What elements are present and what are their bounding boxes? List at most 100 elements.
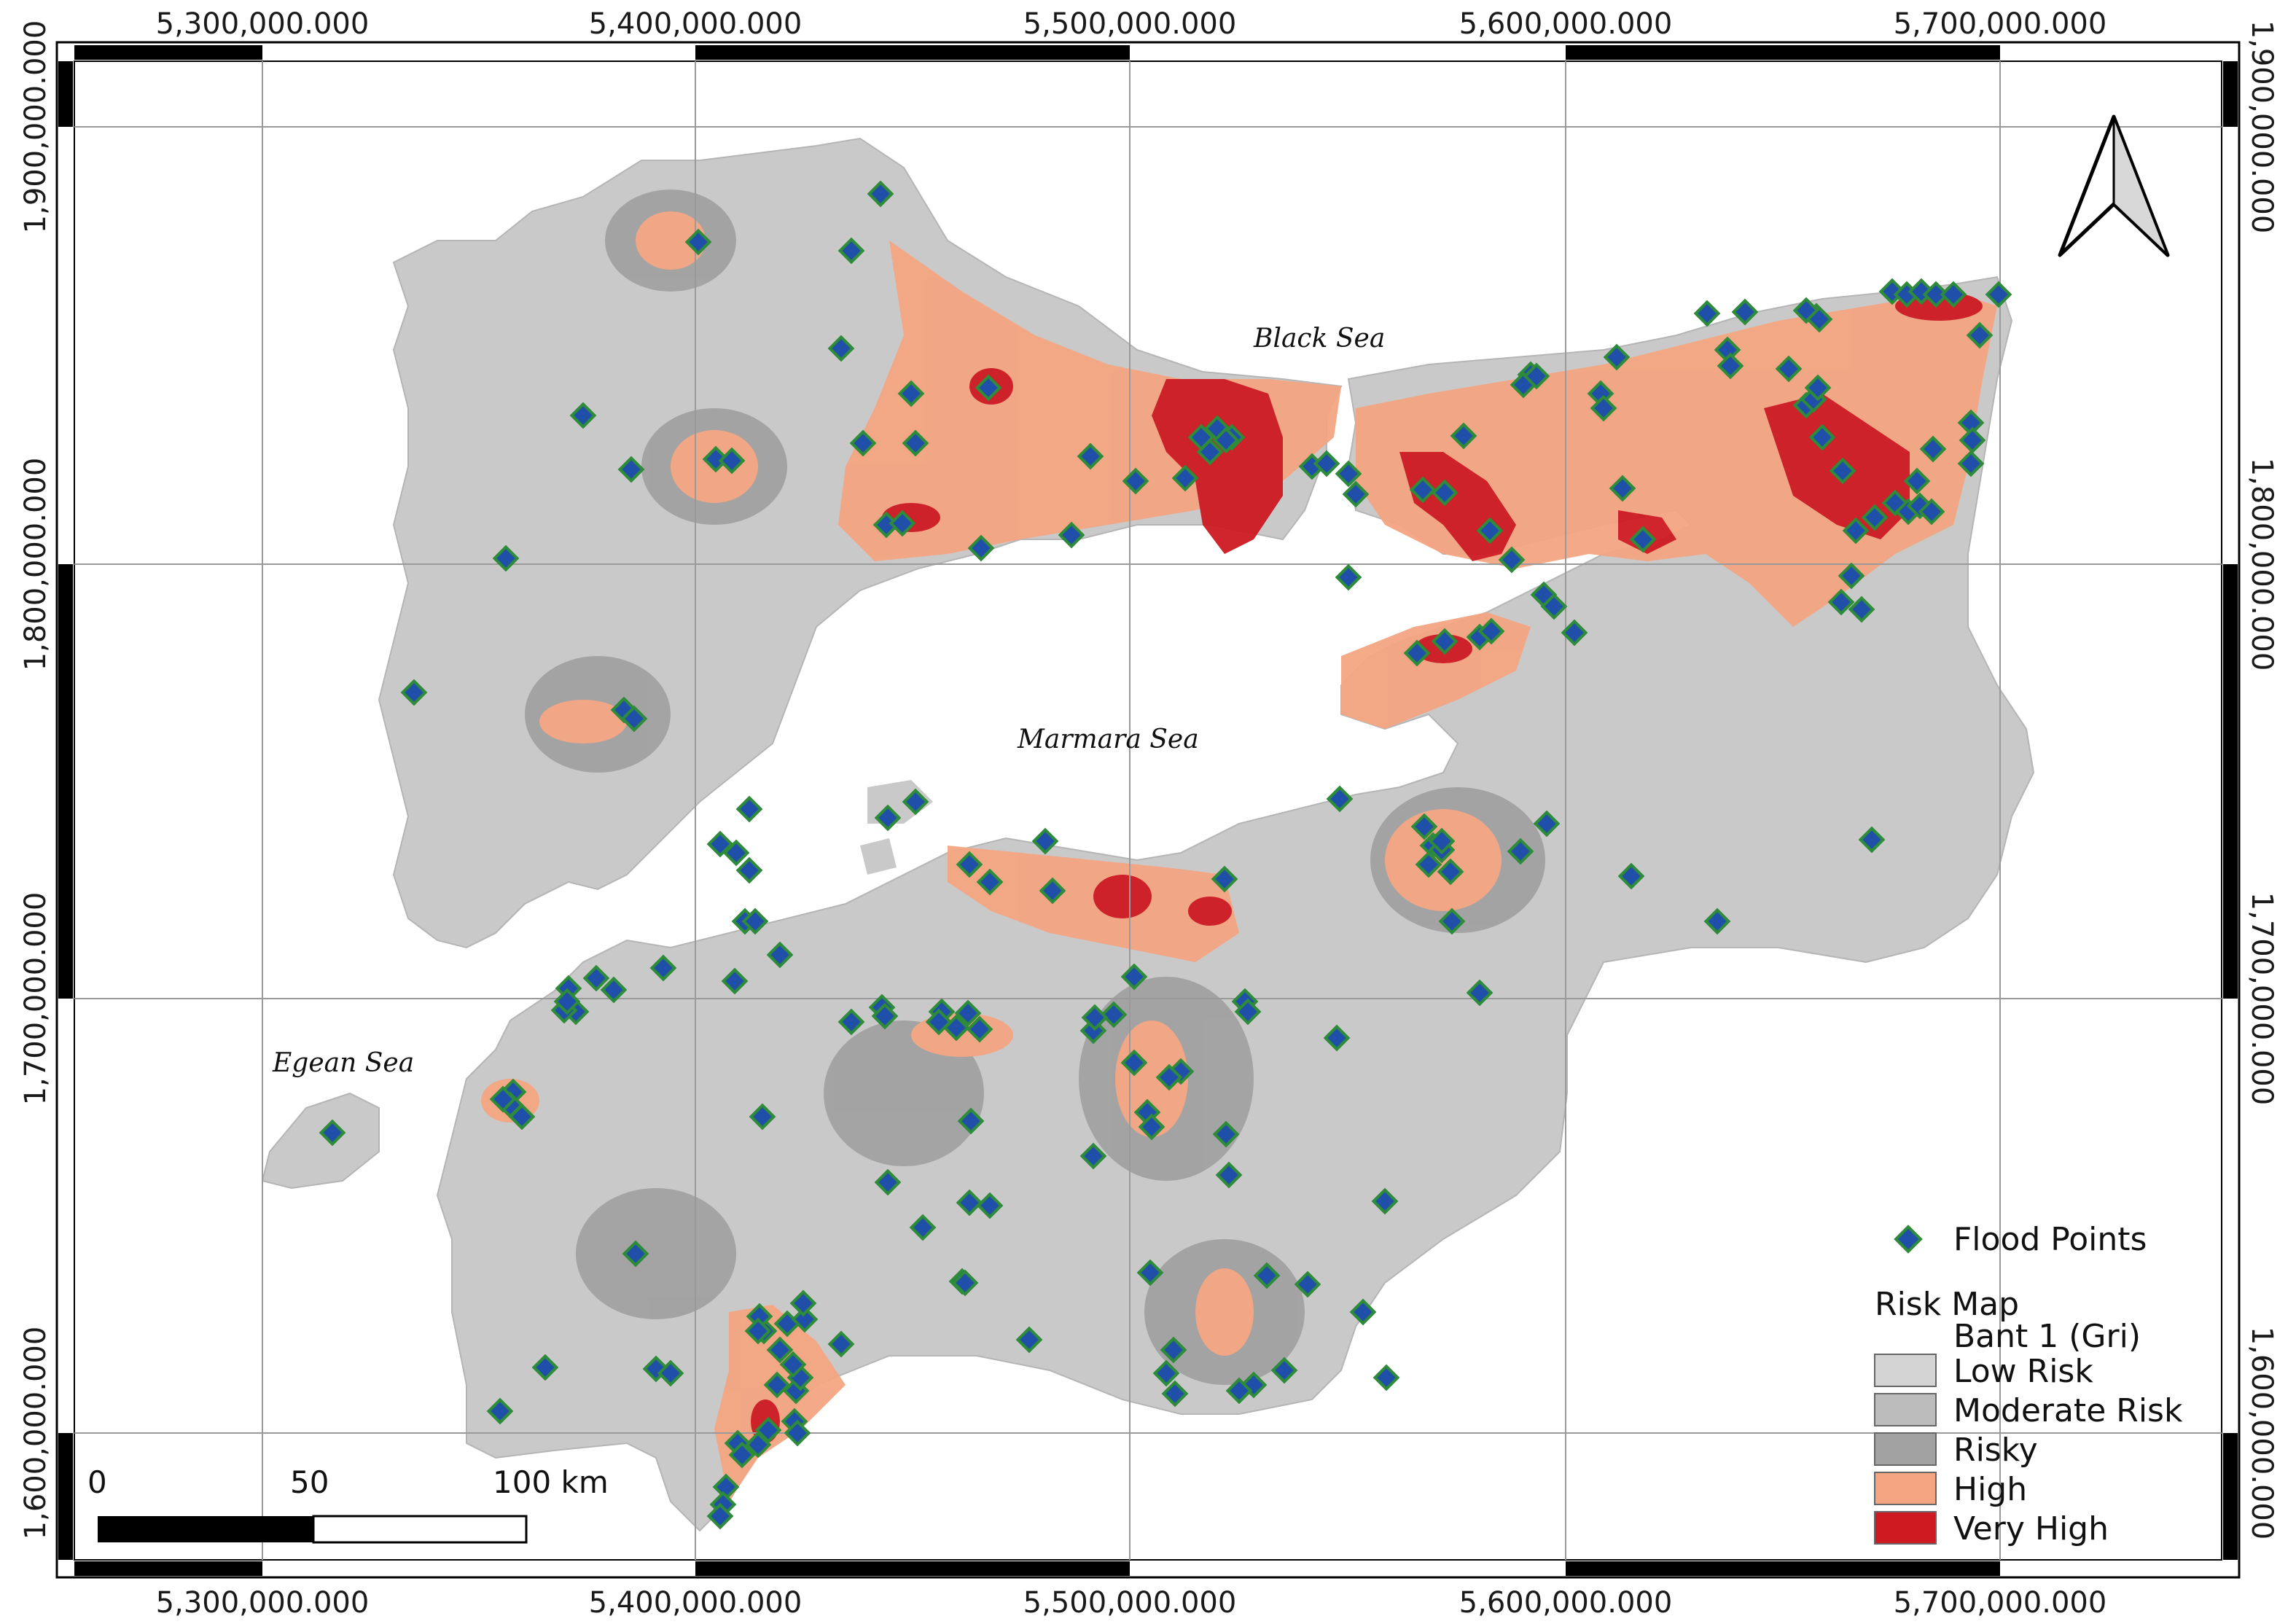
flood-point-marker (486, 1397, 514, 1425)
flood-point-marker (649, 954, 677, 982)
right-coordinate-labels: 1,900,000.000 1,800,000.000 1,700,000.00… (2245, 20, 2279, 1540)
flood-point-marker (1437, 858, 1464, 886)
very-high-zone (1188, 897, 1232, 926)
flood-point-marker (1959, 426, 1986, 454)
y-tick-label: 1,600,000.000 (2245, 1327, 2279, 1540)
land-marmara-island-2 (860, 838, 897, 875)
flood-point-marker (791, 1305, 819, 1333)
x-tick-label: 5,700,000.000 (1894, 1586, 2107, 1620)
flood-point-marker (1919, 435, 1947, 463)
flood-point-marker (749, 1103, 776, 1131)
flood-point-marker (874, 804, 902, 832)
flood-point-marker (1842, 517, 1870, 544)
flood-point-marker (1731, 298, 1759, 326)
flood-point-marker (1058, 521, 1085, 549)
flood-point-marker (1957, 409, 1985, 437)
flood-point-marker (789, 1289, 817, 1317)
marmara-sea-label: Marmara Sea (1017, 725, 1199, 754)
scale-label-50: 50 (290, 1464, 329, 1500)
flood-points-label: Flood Points (1953, 1221, 2147, 1258)
y-tick-label: 1,700,000.000 (19, 892, 52, 1106)
flood-point-marker (1349, 1298, 1377, 1326)
flood-point-marker (1438, 907, 1466, 935)
flood-point-marker (1100, 1001, 1128, 1028)
high-zone (636, 211, 706, 270)
flood-point-marker (1171, 464, 1199, 492)
flood-point-marker (622, 1240, 649, 1268)
map-inner-frame (74, 60, 2222, 1561)
flood-point-marker (1693, 300, 1721, 327)
flood-point-marker (976, 1192, 1004, 1219)
flood-point-marker (1415, 851, 1442, 878)
flood-point-marker (1079, 1142, 1107, 1170)
flood-point-marker (1507, 838, 1534, 865)
flood-point-marker (1323, 1024, 1351, 1052)
very-high-zone (1093, 875, 1152, 918)
flood-point-marker (1161, 1380, 1189, 1408)
flood-point-marker (889, 510, 916, 537)
flood-point-marker (967, 534, 995, 562)
flood-point-marker (766, 1336, 794, 1364)
left-coordinate-labels: 1,900,000.000 1,800,000.000 1,700,000.00… (19, 20, 52, 1540)
flood-point-marker (763, 1371, 791, 1399)
flood-point-marker (1077, 442, 1104, 470)
flood-point-marker (1211, 865, 1238, 893)
flood-point-marker (1957, 450, 1985, 477)
flood-point-marker (1428, 827, 1456, 855)
flood-point-marker (1966, 321, 1994, 349)
legend-swatch (1874, 1472, 1937, 1505)
legend: Flood Points Risk Map Bant 1 (Gri) Low R… (1874, 1221, 2183, 1547)
flood-point-marker (874, 1168, 902, 1196)
flood-point-marker (1326, 785, 1354, 813)
flood-point-marker (712, 1473, 740, 1501)
legend-class-label: Moderate Risk (1953, 1392, 2183, 1429)
high-zone (948, 846, 1239, 962)
legend-swatch (1874, 1393, 1937, 1426)
bottom-coordinate-labels: 5,300,000.000 5,400,000.000 5,500,000.00… (156, 1586, 2107, 1620)
flood-point-marker (569, 402, 597, 429)
flood-point-marker (620, 705, 648, 733)
flood-points-layer (319, 180, 2012, 1530)
flood-point-marker (1940, 281, 1967, 308)
high-zone (1356, 292, 1997, 627)
flood-point-marker (319, 1119, 346, 1147)
flood-point-marker (766, 941, 794, 969)
y-tick-label: 1,600,000.000 (19, 1327, 52, 1540)
flood-point-marker (897, 380, 925, 407)
flood-point-marker (849, 429, 877, 457)
flood-point-marker (1335, 460, 1362, 488)
flood-point-marker (1804, 374, 1832, 402)
x-tick-label: 5,500,000.000 (1023, 1586, 1237, 1620)
legend-class-label: Very High (1953, 1510, 2109, 1547)
flood-point-marker (1410, 813, 1438, 840)
very-high-zone (1152, 379, 1283, 554)
flood-point-marker (617, 456, 645, 483)
y-tick-label: 1,800,000.000 (2245, 458, 2279, 671)
flood-point-marker (784, 1419, 811, 1447)
flood-point-marker (1903, 467, 1931, 495)
risk-map-title: Risk Map (1875, 1286, 2019, 1323)
legend-swatch (1874, 1511, 1937, 1545)
flood-point-marker (1215, 1161, 1243, 1189)
flood-point-marker (779, 1351, 807, 1378)
flood-point-marker (489, 1085, 517, 1113)
flood-point-marker (702, 445, 730, 473)
flood-point-marker (1498, 546, 1526, 574)
flood-point-marker (1829, 457, 1856, 485)
black-sea-label: Black Sea (1253, 324, 1385, 354)
legend-swatch (1874, 1354, 1937, 1387)
x-tick-label: 5,400,000.000 (589, 1586, 803, 1620)
flood-point-marker (975, 374, 1002, 402)
top-coordinate-labels: 5,300,000.000 5,400,000.000 5,500,000.00… (156, 7, 2107, 41)
flood-point-marker (744, 1431, 772, 1459)
flood-point-marker (1342, 480, 1370, 508)
flood-point-marker (827, 1330, 855, 1358)
flood-point-marker (942, 1014, 970, 1042)
flood-point-marker (1922, 281, 1950, 308)
flood-point-marker (754, 1416, 782, 1444)
flood-point-marker (1561, 619, 1588, 647)
flood-point-marker (706, 830, 734, 858)
flood-point-marker (553, 988, 581, 1015)
x-tick-label: 5,400,000.000 (589, 7, 803, 41)
